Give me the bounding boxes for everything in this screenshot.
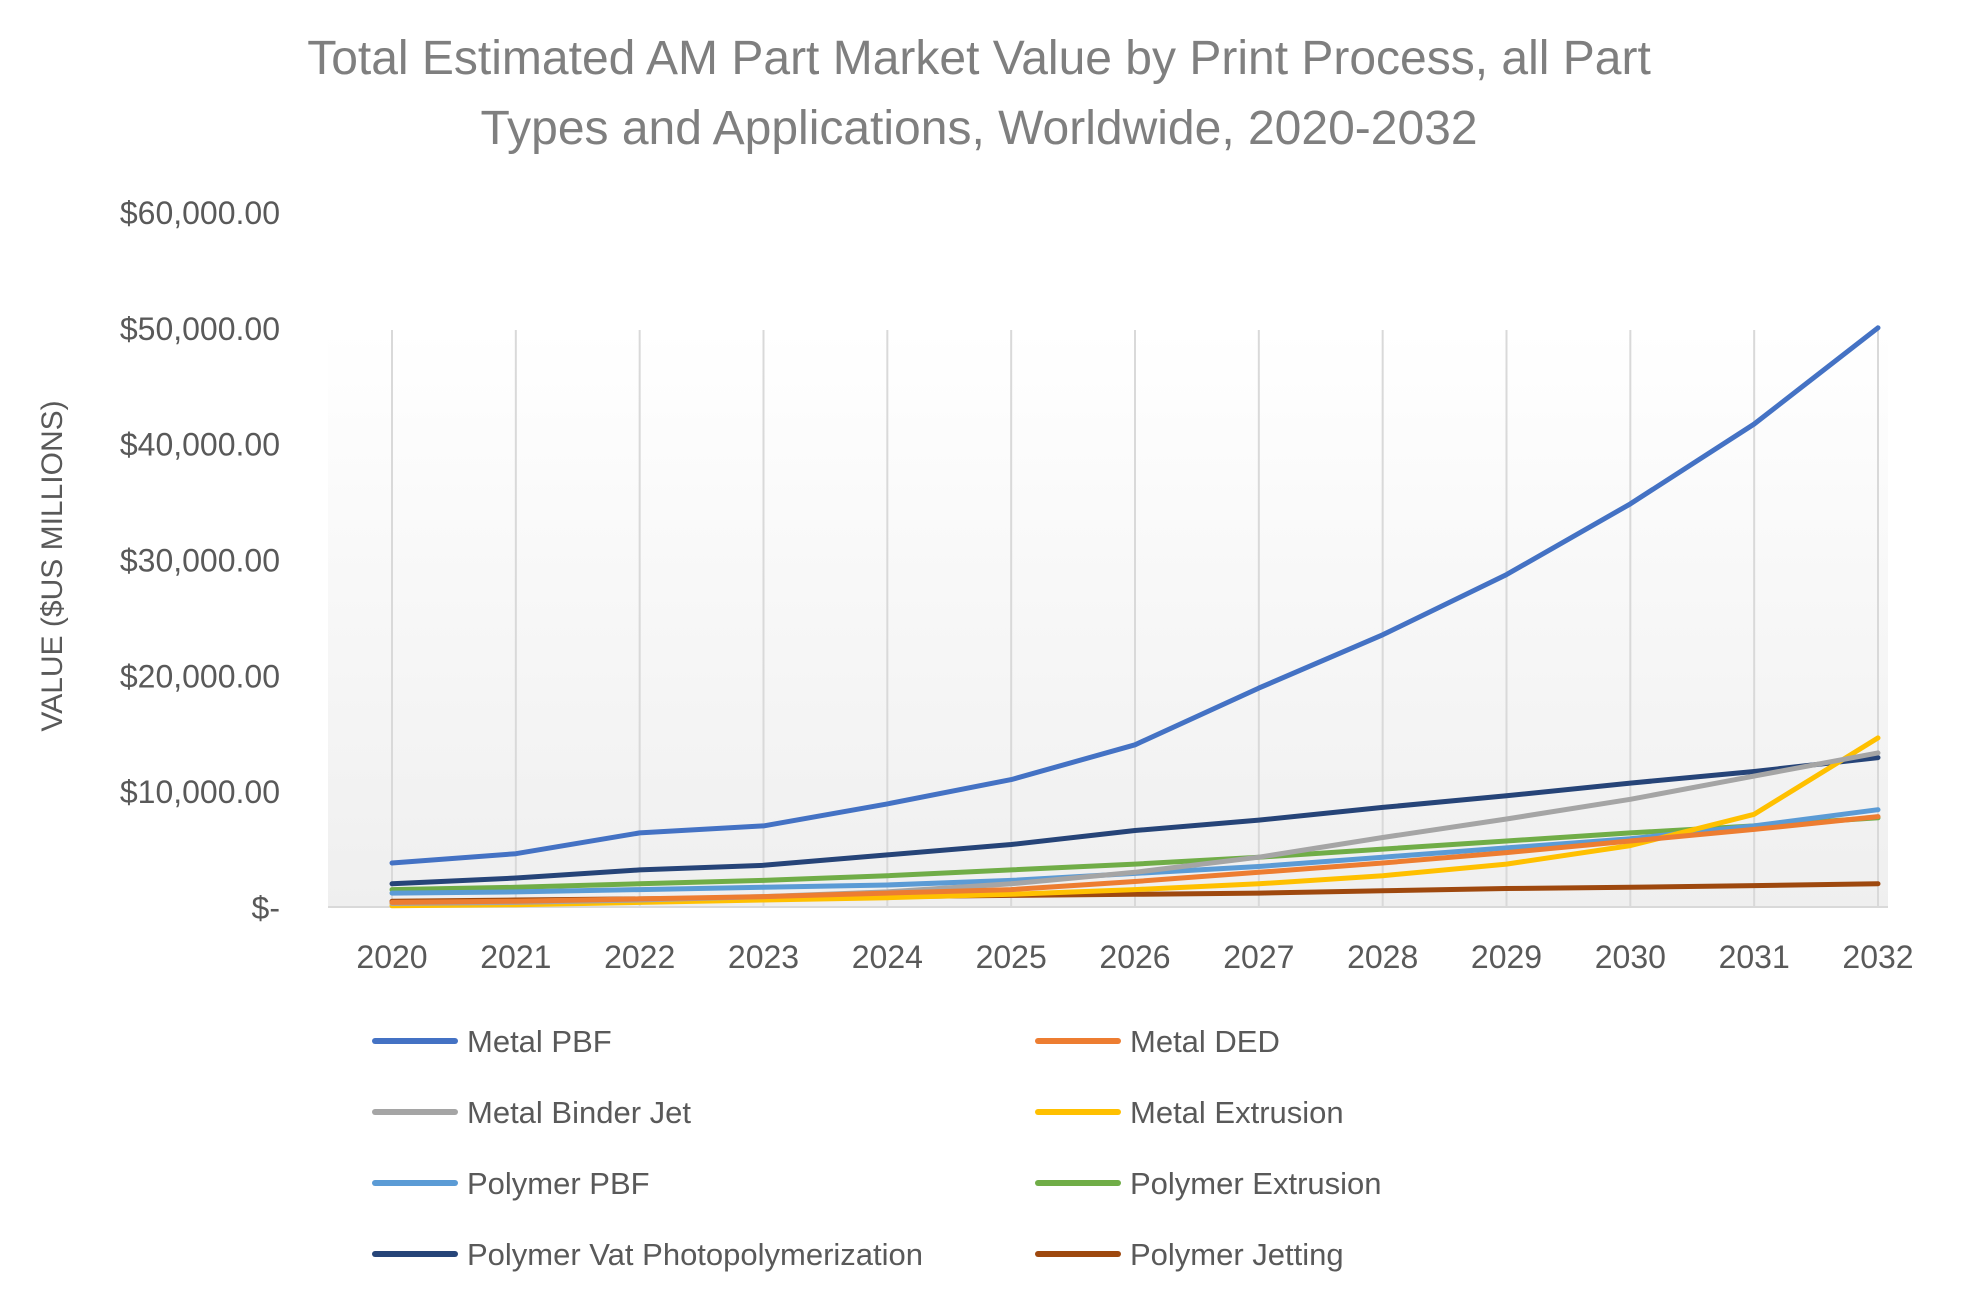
- y-tick-label: $40,000.00: [120, 427, 280, 463]
- series-line-metal-ded: [389, 814, 1881, 905]
- chart-title-line-1: Total Estimated AM Part Market Value by …: [307, 32, 1651, 85]
- x-tick-label: 2031: [1719, 939, 1790, 975]
- legend-label-polymer-extrusion: Polymer Extrusion: [1130, 1166, 1382, 1201]
- series-line-polymer-extrusion: [389, 815, 1881, 893]
- x-tick-label: 2027: [1223, 939, 1294, 975]
- x-tick-label: 2024: [852, 939, 923, 975]
- x-tick-label: 2025: [976, 939, 1047, 975]
- x-tick-label: 2021: [480, 939, 551, 975]
- x-tick-label: 2028: [1347, 939, 1418, 975]
- y-tick-label: $20,000.00: [120, 658, 280, 694]
- y-tick-label: $60,000.00: [120, 195, 280, 231]
- x-tick-label: 2022: [604, 939, 675, 975]
- y-tick-labels: $- $10,000.00 $20,000.00 $30,000.00 $40,000.…: [120, 195, 280, 926]
- legend-label-metal-extrusion: Metal Extrusion: [1130, 1095, 1344, 1130]
- x-tick-label: 2030: [1595, 939, 1666, 975]
- y-tick-label: $10,000.00: [120, 774, 280, 810]
- chart-title-line-2: Types and Applications, Worldwide, 2020-…: [480, 102, 1477, 155]
- plot-area-background: [328, 330, 1888, 907]
- legend-label-polymer-vat-photopolymerization: Polymer Vat Photopolymerization: [467, 1237, 923, 1272]
- legend-label-metal-binder-jet: Metal Binder Jet: [467, 1095, 691, 1130]
- x-tick-label: 2020: [356, 939, 427, 975]
- legend-label-metal-pbf: Metal PBF: [467, 1024, 612, 1059]
- x-tick-label: 2023: [728, 939, 799, 975]
- y-tick-label: $-: [252, 890, 280, 926]
- legend-label-polymer-jetting: Polymer Jetting: [1130, 1237, 1344, 1272]
- y-axis-label: VALUE ($US MILLIONS): [36, 400, 69, 731]
- legend-label-polymer-pbf: Polymer PBF: [467, 1166, 650, 1201]
- x-tick-labels: 2020 2021 2022 2023 2024 2025 2026 2027 2028 2029…: [356, 939, 1913, 975]
- y-tick-label: $30,000.00: [120, 543, 280, 579]
- x-tick-label: 2026: [1099, 939, 1170, 975]
- legend-label-metal-ded: Metal DED: [1130, 1024, 1280, 1059]
- series-line-metal-pbf: [389, 325, 1881, 866]
- series-lines: [389, 325, 1881, 909]
- legend: Metal PBF Metal DED Metal Binder Jet Metal …: [372, 1024, 1382, 1272]
- x-tick-label: 2032: [1842, 939, 1913, 975]
- series-line-polymer-vat-photopolymerization: [389, 755, 1881, 887]
- y-tick-label: $50,000.00: [120, 311, 280, 347]
- x-tick-label: 2029: [1471, 939, 1542, 975]
